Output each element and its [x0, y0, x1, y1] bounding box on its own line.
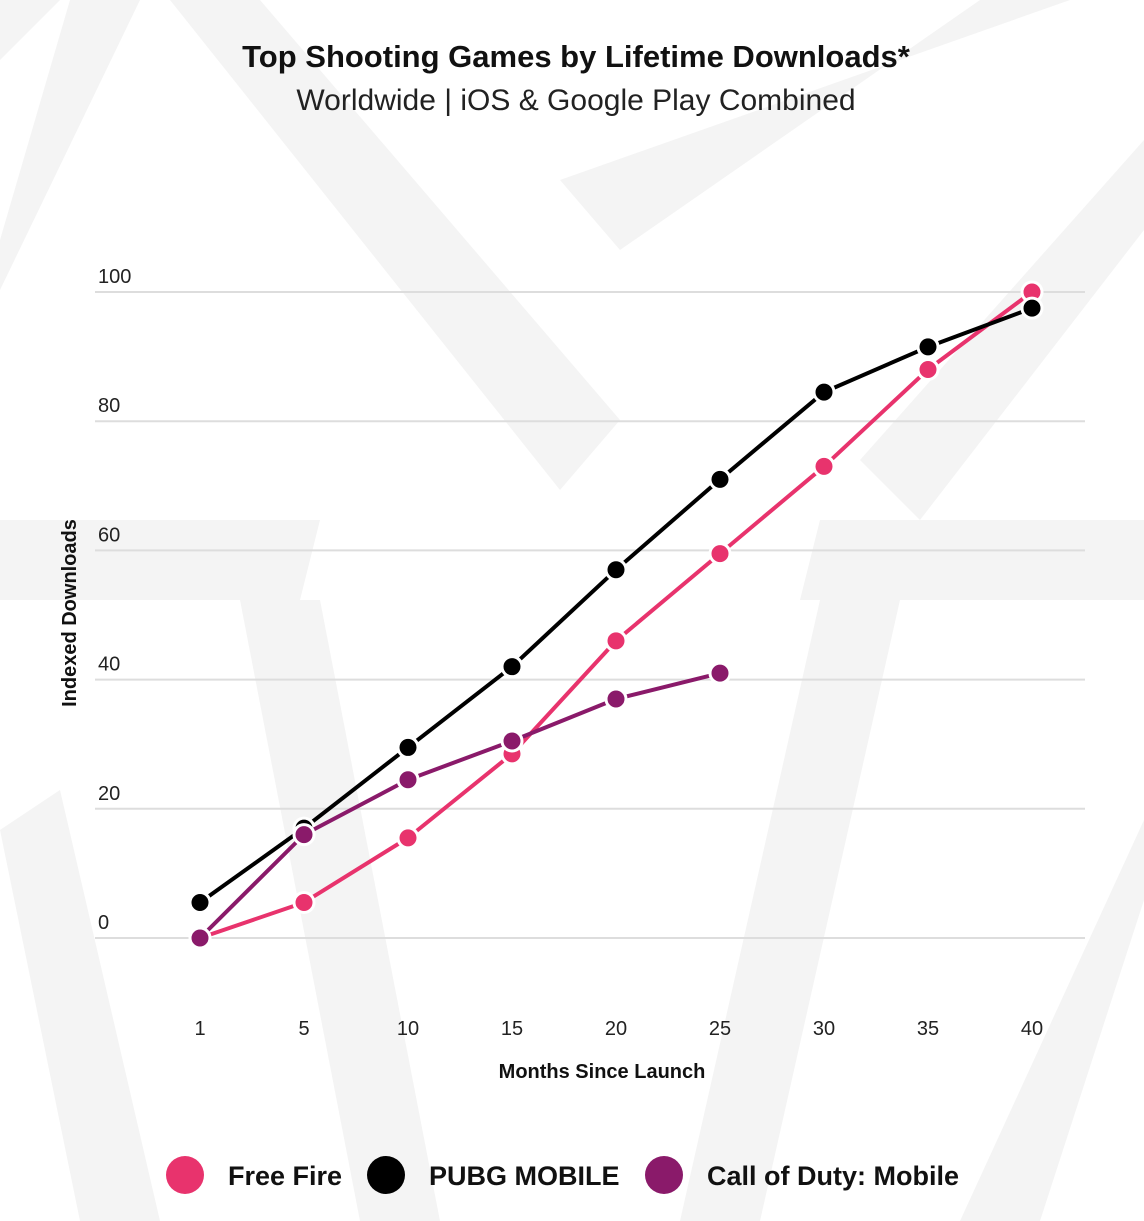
x-tick-label-40: 40	[1021, 1018, 1043, 1040]
legend-marker-free-fire	[166, 1156, 204, 1194]
x-tick-label-15: 15	[501, 1018, 523, 1040]
data-point-call-of-duty-mobile-5	[292, 823, 316, 847]
data-point-pubg-mobile-25	[708, 467, 732, 491]
legend-label-free-fire: Free Fire	[228, 1161, 342, 1191]
x-tick-label-30: 30	[813, 1018, 835, 1040]
series-lines	[188, 280, 1044, 950]
x-tick-label-5: 5	[298, 1018, 309, 1040]
y-tick-label-20: 20	[98, 783, 120, 805]
series-call-of-duty-mobile	[188, 661, 732, 950]
data-point-call-of-duty-mobile-1	[188, 926, 212, 950]
y-tick-label-40: 40	[98, 654, 120, 676]
chart-title: Top Shooting Games by Lifetime Downloads…	[242, 39, 911, 74]
data-point-pubg-mobile-40	[1020, 296, 1044, 320]
data-point-call-of-duty-mobile-10	[396, 768, 420, 792]
x-tick-label-25: 25	[709, 1018, 731, 1040]
legend-label-call-of-duty-mobile: Call of Duty: Mobile	[707, 1161, 959, 1191]
series-line-pubg-mobile	[198, 306, 1034, 905]
data-point-call-of-duty-mobile-20	[604, 687, 628, 711]
y-axis-label: Indexed Downloads	[59, 519, 81, 707]
x-tick-label-20: 20	[605, 1018, 627, 1040]
y-axis-ticks: 0 20 40 60 80 100	[98, 266, 131, 934]
series-pubg-mobile	[188, 296, 1044, 914]
data-point-pubg-mobile-1	[188, 890, 212, 914]
legend: Free Fire PUBG MOBILE Call of Duty: Mobile	[166, 1156, 959, 1194]
y-tick-label-60: 60	[98, 524, 120, 546]
series-line-call-of-duty-mobile	[198, 671, 722, 940]
chart-subtitle: Worldwide | iOS & Google Play Combined	[296, 84, 855, 117]
legend-item-call-of-duty-mobile: Call of Duty: Mobile	[645, 1156, 959, 1194]
data-point-pubg-mobile-10	[396, 735, 420, 759]
gridlines	[95, 291, 1085, 939]
x-tick-label-1: 1	[194, 1018, 205, 1040]
legend-marker-pubg-mobile	[367, 1156, 405, 1194]
data-point-free-fire-25	[708, 542, 732, 566]
data-point-free-fire-30	[812, 454, 836, 478]
legend-marker-call-of-duty-mobile	[645, 1156, 683, 1194]
y-tick-label-0: 0	[98, 912, 109, 934]
data-point-call-of-duty-mobile-15	[500, 729, 524, 753]
data-point-pubg-mobile-35	[916, 335, 940, 359]
x-tick-label-10: 10	[397, 1018, 419, 1040]
legend-item-free-fire: Free Fire	[166, 1156, 342, 1194]
data-point-pubg-mobile-30	[812, 380, 836, 404]
data-point-pubg-mobile-20	[604, 558, 628, 582]
data-point-free-fire-35	[916, 358, 940, 382]
y-tick-label-100: 100	[98, 266, 131, 288]
legend-label-pubg-mobile: PUBG MOBILE	[429, 1161, 620, 1191]
data-point-call-of-duty-mobile-25	[708, 661, 732, 685]
x-axis-ticks: 1 5 10 15 20 25 30 35 40	[194, 1018, 1043, 1040]
data-point-free-fire-20	[604, 629, 628, 653]
data-point-pubg-mobile-15	[500, 655, 524, 679]
data-point-free-fire-5	[292, 890, 316, 914]
data-point-free-fire-10	[396, 826, 420, 850]
legend-item-pubg-mobile: PUBG MOBILE	[367, 1156, 620, 1194]
x-axis-label: Months Since Launch	[499, 1061, 706, 1083]
x-tick-label-35: 35	[917, 1018, 939, 1040]
y-tick-label-80: 80	[98, 395, 120, 417]
